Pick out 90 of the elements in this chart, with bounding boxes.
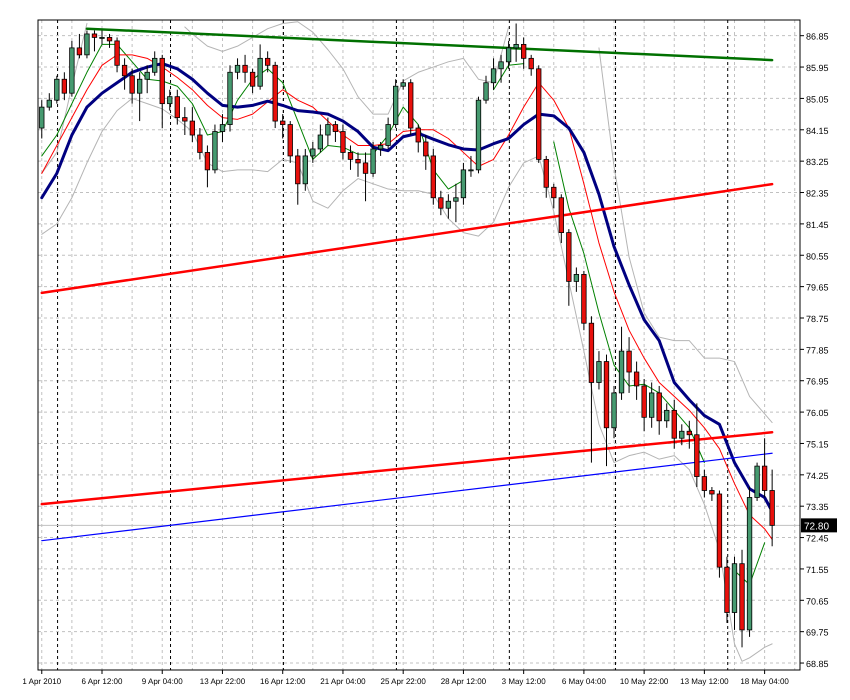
candlestick [385,117,391,150]
candlestick [378,141,384,156]
y-tick-label: 85.05 [806,94,829,104]
y-tick-label: 73.35 [806,502,829,512]
candlestick [453,183,459,223]
candlestick [182,106,188,136]
candlestick [596,350,602,390]
candlestick [310,141,316,164]
candlestick [99,30,105,45]
candlestick [250,68,256,94]
candlestick [626,336,632,394]
x-tick-label: 21 Apr 04:00 [320,677,366,686]
candlestick [204,144,210,188]
y-tick-label: 76.05 [806,408,829,418]
candlestick [664,402,670,428]
candlestick [446,194,452,220]
candlestick [84,30,90,59]
candlestick [332,120,338,142]
y-tick-label: 79.65 [806,282,829,293]
y-tick-label: 84.15 [806,126,829,136]
candlestick [325,117,331,146]
candlestick [521,36,526,70]
y-tick-label: 75.15 [806,439,829,450]
candlestick [400,78,406,90]
ref-line-label: 72.80 [804,521,830,532]
candlestick [197,128,203,160]
y-tick-label: 76.95 [806,376,829,387]
candlestick [490,58,496,90]
candlestick [220,114,226,142]
candlestick [122,58,128,90]
y-tick-label: 72.45 [806,534,829,544]
candlestick [129,68,135,104]
x-tick-label: 1 Apr 2010 [22,677,62,686]
candlestick [136,72,142,122]
candlestick [513,22,519,62]
y-tick-label: 83.25 [806,157,829,168]
y-tick-label: 77.85 [806,345,829,356]
candlestick [340,124,346,160]
x-tick-label: 10 May 22:00 [620,677,669,686]
candlestick [498,54,504,84]
candlestick [679,424,684,446]
y-tick-label: 85.95 [806,63,829,74]
x-tick-label: 6 Apr 12:00 [82,677,124,686]
x-tick-label: 6 May 04:00 [562,677,606,686]
candlestick [76,33,82,59]
candlestick [634,361,640,400]
x-tick-label: 25 Apr 22:00 [380,677,426,686]
candlestick [174,89,180,126]
candlestick [106,33,112,48]
x-tick-label: 28 Apr 12:00 [440,677,487,686]
candlestick [528,54,534,76]
candlestick [190,106,196,142]
y-tick-label: 71.55 [806,564,829,575]
y-tick-label: 86.85 [806,32,829,42]
x-tick-label: 16 Apr 12:00 [260,677,306,686]
candlestick [574,266,580,292]
candlestick [144,64,150,94]
x-tick-label: 13 May 12:00 [680,677,730,686]
candlestick [92,30,98,52]
candlestick [234,58,240,80]
candlestick [242,54,248,84]
x-tick-label: 3 May 12:00 [502,677,546,686]
candlestick [362,152,368,202]
candlestick [264,50,270,73]
candlestick [46,92,52,112]
candlestick [62,72,68,101]
y-tick-label: 74.25 [806,470,829,481]
candlestick [152,50,158,76]
y-tick-label: 81.45 [806,220,829,230]
candlestick [348,144,354,170]
y-tick-label: 70.65 [806,596,829,606]
candlestick [551,183,556,209]
x-tick-label: 9 Apr 04:00 [142,677,184,686]
x-tick-label: 18 May 04:00 [740,677,790,686]
candlestick [416,124,421,153]
candlestick [423,134,428,170]
candlestick [355,152,361,178]
x-tick-label: 13 Apr 22:00 [200,677,246,686]
candlestick [686,420,692,450]
candlestick [702,469,708,498]
y-tick-label: 80.55 [806,251,829,262]
candlestick [318,124,324,153]
candlestick [483,75,489,104]
candlestick [709,486,715,502]
y-tick-label: 69.75 [806,628,829,638]
y-tick-label: 82.35 [806,188,829,199]
y-tick-label: 78.75 [806,314,829,324]
candlestick [468,155,474,178]
candlestick [438,190,444,216]
y-tick-label: 68.85 [806,659,829,670]
